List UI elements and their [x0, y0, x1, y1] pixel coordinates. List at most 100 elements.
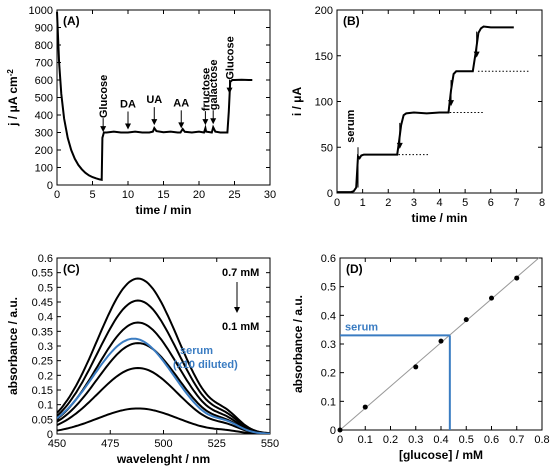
data-point: [413, 364, 419, 370]
y-axis-label: absorbance / a.u.: [6, 297, 20, 395]
panel-d: 0 0.1 0.2 0.3 0.4 0.5 0.6 0.7 0.8 0 0.1 0.2 0.3 0.4 0.…: [291, 253, 550, 462]
annotation-arrow-head: [100, 126, 107, 133]
y-tick-label: 100: [35, 163, 53, 175]
y-tick-label: 300: [35, 128, 53, 140]
y-axis-label: j / μA cm-2: [6, 69, 21, 127]
y-tick-label: 900: [35, 23, 53, 35]
x-tick-label: 0: [334, 197, 340, 209]
x-axis-label: wavelenght / nm: [116, 452, 210, 466]
y-tick-label: 0.4: [321, 310, 336, 322]
y-tick-label: 0.35: [32, 326, 53, 338]
x-tick-label: 500: [154, 438, 172, 450]
x-tick-label: 0: [337, 434, 343, 446]
panel-label: (B): [343, 14, 360, 28]
annotation-arrow-head: [178, 122, 185, 129]
annotation-arrow-head: [151, 119, 158, 126]
x-tick-label: 20: [193, 189, 205, 201]
x-tick-label: 525: [208, 438, 226, 450]
x-tick-label: 0: [54, 189, 60, 201]
annotation-text: DA: [120, 99, 136, 111]
data-point: [337, 427, 343, 433]
x-tick-label: 0.7: [509, 434, 524, 446]
y-tick-label: 0.6: [321, 253, 336, 265]
y-axis-label: absorbance / a.u.: [291, 295, 305, 393]
y-tick-label: 0.4: [38, 312, 53, 324]
annotation-text: serum: [345, 109, 357, 142]
series-line: [56, 11, 253, 182]
annotation-arrow-head: [210, 118, 217, 125]
y-tick-label: 0.25: [32, 356, 53, 368]
spectrum-series-line: [57, 321, 270, 434]
panel-label: (C): [63, 262, 80, 276]
spectrum-series-line: [57, 299, 270, 434]
step-arrow-head: [448, 100, 455, 107]
y-tick-label: 50: [321, 142, 333, 154]
x-tick-label: 475: [101, 438, 119, 450]
annotation-arrow-head: [202, 119, 209, 126]
y-tick-label: 200: [315, 5, 333, 17]
data-point: [463, 317, 469, 323]
y-axis-label: i / μA: [290, 86, 304, 116]
y-tick-label: 800: [35, 40, 53, 52]
y-tick-label: 0.55: [32, 268, 53, 280]
plot-frame: [56, 257, 271, 435]
x-tick-label: 15: [157, 189, 169, 201]
x-tick-label: 0.3: [408, 434, 423, 446]
spectrum-series-line: [57, 337, 270, 434]
y-tick-label: 1000: [29, 5, 53, 17]
x-tick-label: 30: [264, 189, 276, 201]
panel-b: 0 1 2 3 4 5 6 7 8 0 50 100 150 200 time / min i / μA (B)…: [290, 5, 545, 225]
x-tick-label: 450: [48, 438, 66, 450]
annotation-text: galactose: [208, 59, 220, 110]
x-tick-label: 10: [122, 189, 134, 201]
y-tick-label: 0: [327, 188, 333, 200]
annotation-arrow-head: [125, 123, 131, 130]
x-tick-label: 1: [360, 197, 366, 209]
y-tick-label: 0.1: [38, 400, 53, 412]
x-tick-label: 0.2: [383, 434, 398, 446]
x-tick-label: 0.4: [433, 434, 448, 446]
y-tick-label: 200: [35, 145, 53, 157]
panel-label: (D): [346, 262, 363, 276]
panel-label: (A): [63, 14, 80, 28]
y-tick-label: 0.05: [32, 414, 53, 426]
spectrum-series-line: [57, 407, 270, 434]
panel-c: 450 475 500 525 550 0 0.05 0.1 0.15 0.2 0.25 0.3 0.3…: [6, 253, 279, 466]
x-tick-label: 6: [488, 197, 494, 209]
x-axis-label: [glucose] / mM: [399, 448, 483, 462]
y-tick-label: 0.3: [321, 339, 336, 351]
x-tick-label: 5: [462, 197, 468, 209]
y-tick-label: 0.45: [32, 297, 53, 309]
y-tick-label: 0: [47, 180, 53, 192]
fit-line: [339, 257, 540, 431]
x-axis-label: time / min: [135, 203, 191, 217]
y-tick-label: 0.5: [321, 282, 336, 294]
annotation-text: Glucose: [225, 36, 237, 79]
annotation-serum: serum: [180, 345, 213, 357]
plot-frame: [56, 9, 271, 186]
panel-a: 0 5 10 15 20 25 300100200300400500600700800900…: [6, 5, 277, 217]
x-tick-label: 0.6: [484, 434, 499, 446]
y-tick-label: 600: [35, 75, 53, 87]
x-tick-label: 0.1: [358, 434, 373, 446]
y-tick-label: 0: [47, 429, 53, 441]
data-point: [514, 275, 520, 281]
data-point: [438, 338, 444, 344]
x-tick-label: 3: [411, 197, 417, 209]
y-tick-label: 100: [315, 97, 333, 109]
y-tick-label: 0.1: [321, 396, 336, 408]
x-tick-label: 2: [385, 197, 391, 209]
y-tick-label: 700: [35, 58, 53, 70]
y-axis-label-superscript: -2: [6, 69, 15, 77]
y-tick-label: 0.2: [321, 368, 336, 380]
y-tick-label: 500: [35, 93, 53, 105]
serum-label: serum: [345, 321, 378, 333]
plot-frame: [336, 9, 543, 194]
data-point: [362, 404, 368, 410]
annotation-bottom-conc: 0.1 mM: [222, 321, 259, 333]
x-tick-label: 8: [539, 197, 545, 209]
annotation-text: fructose: [200, 68, 212, 111]
x-tick-label: 4: [436, 197, 442, 209]
spectrum-series-line: [57, 366, 270, 434]
